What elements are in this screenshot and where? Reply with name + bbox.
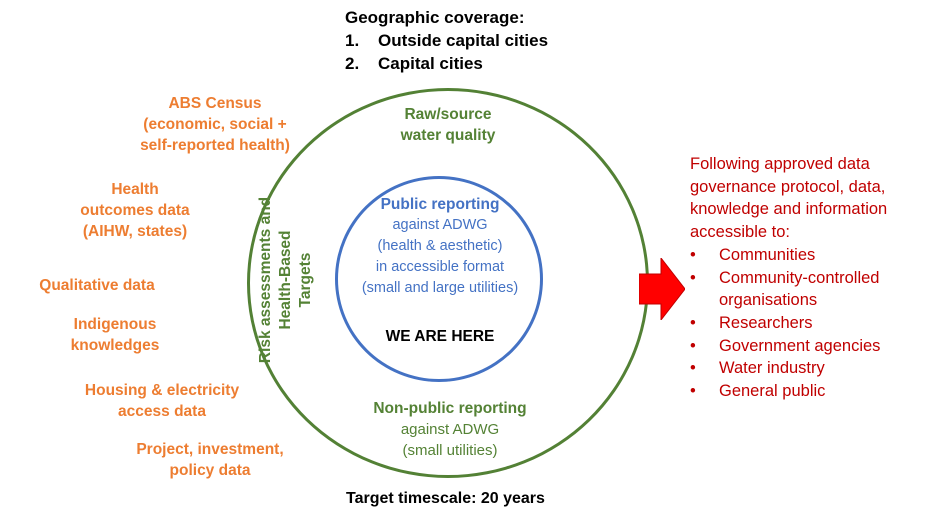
target-timescale: Target timescale: 20 years [346, 490, 545, 507]
data-source-line: self-reported health) [140, 137, 290, 154]
audience-label: Community-controlled organisations [719, 268, 880, 310]
audience-list: • Communities • Community-controlled organ… [690, 244, 945, 403]
data-source-line: Qualitative data [39, 277, 155, 294]
data-source-line: (AIHW, states) [82, 223, 188, 240]
item-number: 1. [345, 31, 360, 50]
ring-text-line: Raw/source [404, 106, 492, 123]
governance-intro-line: accessible to: [690, 223, 790, 242]
audience-label: Researchers [719, 313, 813, 332]
data-source-health-outcomes: Health outcomes data (AIHW, states) [50, 179, 220, 242]
governance-intro-line: Following approved data [690, 155, 870, 173]
inner-text-line: (health & aesthetic) [377, 238, 503, 254]
data-source-line: ABS Census [168, 95, 262, 112]
data-source-qualitative: Qualitative data [22, 275, 172, 296]
data-source-line: policy data [169, 462, 251, 479]
item-text: Outside capital cities [378, 31, 549, 50]
list-item: • Water industry [690, 357, 945, 380]
data-source-line: outcomes data [80, 202, 190, 219]
list-item: • General public [690, 380, 945, 403]
data-source-line: access data [118, 403, 206, 420]
data-source-indigenous-knowledges: Indigenous knowledges [45, 314, 185, 356]
geographic-coverage: Geographic coverage: 1. Outside capital … [345, 6, 548, 75]
data-source-line: Project, investment, [136, 441, 284, 458]
governance-intro-line: governance protocol, data, [690, 177, 886, 196]
list-item: • Researchers [690, 312, 945, 335]
geographic-coverage-item: 2. Capital cities [345, 52, 548, 75]
inner-text-line: in accessible format [375, 259, 505, 275]
inner-text-line: against ADWG [392, 217, 488, 233]
bullet-icon: • [690, 359, 696, 378]
audience-label: Government agencies [719, 336, 881, 355]
bullet-icon: • [690, 245, 696, 264]
audience-label: Water industry [719, 359, 825, 378]
list-item: • Communities [690, 244, 945, 267]
data-source-project-policy: Project, investment, policy data [115, 439, 305, 481]
governance-access-block: Following approved data governance proto… [690, 153, 945, 403]
audience-label: General public [719, 382, 826, 401]
bullet-icon: • [690, 382, 696, 401]
data-source-abs-census: ABS Census (economic, social + self-repo… [120, 93, 310, 156]
ring-text-line: (small utilities) [402, 442, 498, 459]
ring-text-line: Risk assessments and [257, 196, 274, 364]
ring-text-line: Targets [297, 252, 314, 308]
data-source-line: Health [111, 181, 159, 198]
right-arrow-icon [639, 258, 685, 320]
inner-text-line: (small and large utilities) [361, 280, 519, 296]
data-source-line: Housing & electricity [84, 382, 240, 399]
inner-circle [335, 176, 543, 382]
audience-label: Communities [719, 245, 816, 264]
ring-text-line: against ADWG [400, 421, 500, 438]
bullet-icon: • [690, 313, 696, 332]
data-source-housing-electricity: Housing & electricity access data [62, 380, 262, 422]
we-are-here-marker: WE ARE HERE [385, 328, 495, 345]
data-source-line: Indigenous [73, 316, 157, 333]
ring-text-line: Health-Based [277, 230, 294, 330]
item-text: Capital cities [378, 54, 483, 73]
data-source-line: knowledges [70, 337, 160, 354]
data-source-line: (economic, social + [143, 116, 287, 133]
public-reporting-label: Public reporting against ADWG (health & … [340, 194, 540, 299]
list-item: • Government agencies [690, 335, 945, 358]
geographic-coverage-title: Geographic coverage: [345, 8, 525, 27]
item-number: 2. [345, 54, 360, 73]
governance-intro-line: knowledge and information [690, 200, 888, 219]
geographic-coverage-item: 1. Outside capital cities [345, 29, 548, 52]
non-public-reporting-title: Non-public reporting [373, 400, 527, 417]
list-item: • Community-controlled organisations [690, 267, 945, 312]
ring-text-line: water quality [400, 127, 496, 144]
raw-water-quality-label: Raw/source water quality [358, 104, 538, 146]
bullet-icon: • [690, 336, 696, 355]
public-reporting-title: Public reporting [380, 196, 500, 213]
bullet-icon: • [690, 268, 696, 287]
risk-assessments-label: Risk assessments and Health-Based Target… [256, 160, 316, 400]
non-public-reporting-label: Non-public reporting against ADWG (small… [340, 398, 560, 461]
